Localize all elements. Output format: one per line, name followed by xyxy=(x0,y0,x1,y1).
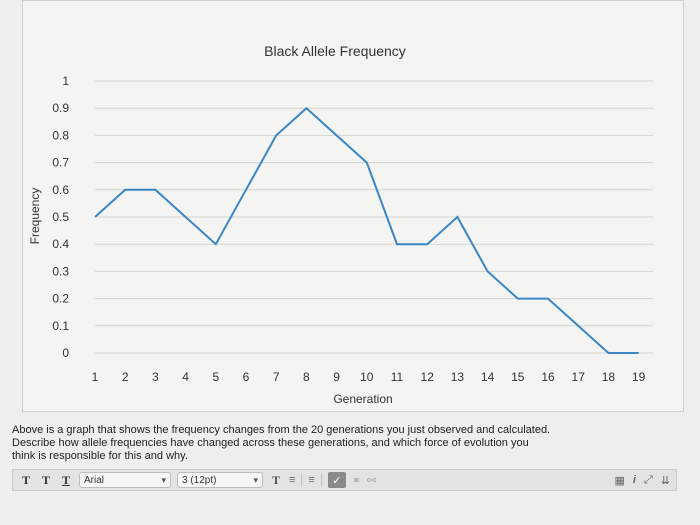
x-tick-label: 12 xyxy=(421,370,435,384)
y-axis-ticks: 0 0.1 0.2 0.3 0.4 0.5 0.6 0.7 0.8 0.9 1 xyxy=(52,74,69,360)
x-tick-label: 8 xyxy=(303,370,310,384)
rich-text-toolbar: T T T Arial ▾ 3 (12pt) ▾ T ≡ ≡ ✓ ⚭ ⚯ ▦ i… xyxy=(12,469,677,491)
question-text: Above is a graph that shows the frequenc… xyxy=(12,424,692,463)
preview-icon[interactable]: ▦ xyxy=(614,474,625,487)
y-tick-label: 0.4 xyxy=(52,237,69,251)
y-tick-label: 0.5 xyxy=(52,210,69,224)
y-tick-label: 0.2 xyxy=(52,292,69,306)
link-icon[interactable]: ⚭ xyxy=(351,474,362,487)
x-tick-label: 9 xyxy=(333,370,340,384)
text-style-button-1[interactable]: T xyxy=(21,472,30,487)
y-tick-label: 0.9 xyxy=(52,101,69,115)
bullet-list-icon[interactable]: ≡ xyxy=(289,474,296,486)
question-line-3: think is responsible for this and why. xyxy=(12,450,188,462)
x-tick-label: 14 xyxy=(481,370,495,384)
series-line xyxy=(94,106,639,354)
chart-title: Black Allele Frequency xyxy=(264,43,406,59)
toolbar-right-group: ▦ i ⤢ ⇊ xyxy=(615,474,671,487)
y-tick-label: 1 xyxy=(62,74,69,88)
text-color-button[interactable]: T xyxy=(271,472,280,487)
expand-icon[interactable]: ⤢ xyxy=(643,473,653,486)
chart-card: Black Allele Frequency 0 0.1 0.2 0.3 0.4 0.5 0… xyxy=(22,0,684,412)
x-tick-label: 17 xyxy=(572,370,586,384)
x-axis-label: Generation xyxy=(333,392,392,406)
info-italic-button[interactable]: i xyxy=(632,474,636,486)
question-line-1: Above is a graph that shows the frequenc… xyxy=(12,424,551,436)
question-line-2: Describe how allele frequencies have cha… xyxy=(12,437,529,449)
select-caret-icon: ▾ xyxy=(161,474,166,485)
numbered-list-icon[interactable]: ≡ xyxy=(308,474,315,486)
unlink-icon[interactable]: ⚯ xyxy=(367,474,377,487)
x-tick-label: 4 xyxy=(182,370,189,384)
font-size-value: 3 (12pt) xyxy=(182,474,217,486)
toolbar-divider xyxy=(320,473,322,487)
y-tick-label: 0 xyxy=(62,346,69,360)
line-chart: Black Allele Frequency 00.10.20.30.40.50… xyxy=(28,43,653,406)
toolbar-divider xyxy=(301,473,303,487)
x-tick-label: 18 xyxy=(602,370,616,384)
spellcheck-icon[interactable]: ✓ xyxy=(327,472,346,488)
chevrons-down-icon[interactable]: ⇊ xyxy=(660,474,670,487)
x-tick-label: 2 xyxy=(122,370,129,384)
x-tick-label: 6 xyxy=(243,370,250,384)
x-tick-label: 1 xyxy=(92,370,99,384)
series xyxy=(94,106,639,354)
x-tick-label: 5 xyxy=(212,370,219,384)
y-tick-label: 0.3 xyxy=(52,264,69,278)
font-family-value: Arial xyxy=(84,474,105,486)
x-tick-label: 11 xyxy=(391,370,404,384)
x-tick-label: 15 xyxy=(511,370,525,384)
x-tick-label: 10 xyxy=(360,370,374,384)
select-caret-icon: ▾ xyxy=(253,474,258,485)
y-tick-label: 0.8 xyxy=(52,128,69,142)
y-tick-label: 0.6 xyxy=(52,183,69,197)
y-tick-label: 0.1 xyxy=(52,319,69,333)
text-style-button-2[interactable]: T xyxy=(41,472,50,487)
x-tick-label: 19 xyxy=(632,370,646,384)
font-family-select[interactable]: Arial ▾ xyxy=(79,472,171,488)
x-tick-label: 3 xyxy=(152,370,159,384)
x-axis-ticks: 1 2 3 4 5 6 7 8 9 10 11 12 13 14 15 16 17 18 19 xyxy=(92,370,646,384)
x-tick-label: 13 xyxy=(451,370,465,384)
y-axis-label: Frequency xyxy=(28,188,42,245)
x-tick-label: 7 xyxy=(273,370,280,384)
text-style-button-3[interactable]: T xyxy=(61,472,70,487)
x-tick-label: 16 xyxy=(541,370,555,384)
y-tick-label: 0.7 xyxy=(52,156,69,170)
grid xyxy=(95,80,653,354)
font-size-select[interactable]: 3 (12pt) ▾ xyxy=(177,472,263,488)
